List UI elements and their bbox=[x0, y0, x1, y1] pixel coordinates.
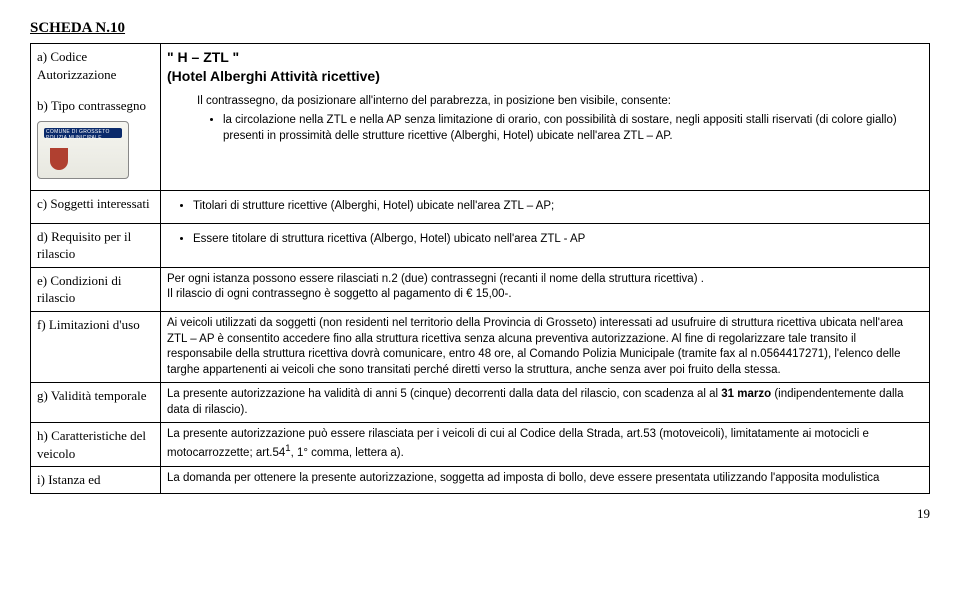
row-f: f) Limitazioni d'uso Ai veicoli utilizza… bbox=[31, 312, 930, 383]
gap-row bbox=[31, 152, 930, 191]
label-d: d) Requisito per il rilascio bbox=[37, 228, 154, 263]
label-c: c) Soggetti interessati bbox=[37, 195, 154, 213]
row-c: c) Soggetti interessati Titolari di stru… bbox=[31, 191, 930, 224]
bullet-d: Essere titolare di struttura ricettiva (… bbox=[193, 232, 923, 248]
h-b: , 1° comma, lettera a). bbox=[291, 446, 404, 458]
row-i: i) Istanza ed La domanda per ottenere la… bbox=[31, 467, 930, 494]
scheda-title: SCHEDA N.10 bbox=[30, 20, 930, 37]
e-line2: Il rilascio di ogni contrassegno è sogge… bbox=[167, 287, 923, 303]
intro-b: Il contrassegno, da posizionare all'inte… bbox=[167, 94, 923, 110]
i-text: La domanda per ottenere la presente auto… bbox=[167, 471, 923, 487]
bullet-c: Titolari di strutture ricettive (Albergh… bbox=[193, 199, 923, 215]
label-e: e) Condizioni di rilascio bbox=[37, 272, 154, 307]
row-h: h) Caratteristiche del veicolo La presen… bbox=[31, 423, 930, 467]
title-sub: (Hotel Alberghi Attività ricettive) bbox=[167, 67, 923, 86]
row-e: e) Condizioni di rilascio Per ogni istan… bbox=[31, 267, 930, 311]
label-f: f) Limitazioni d'uso bbox=[37, 316, 154, 334]
title-code: " H – ZTL " bbox=[167, 48, 923, 67]
row-d: d) Requisito per il rilascio Essere tito… bbox=[31, 223, 930, 267]
label-i: i) Istanza ed bbox=[37, 471, 154, 489]
label-h: h) Caratteristiche del veicolo bbox=[37, 427, 154, 462]
label-b: b) Tipo contrassegno bbox=[37, 97, 154, 115]
badge-image: COMUNE DI GROSSETOPOLIZIA MUNICIPALE bbox=[37, 121, 129, 179]
label-g: g) Validità temporale bbox=[37, 387, 154, 405]
g-b: 31 marzo bbox=[721, 388, 771, 400]
f-text: Ai veicoli utilizzati da soggetti (non r… bbox=[167, 316, 923, 378]
label-a: a) Codice Autorizzazione bbox=[37, 48, 154, 83]
e-line1: Per ogni istanza possono essere rilascia… bbox=[167, 272, 923, 288]
row-a: a) Codice Autorizzazione b) Tipo contras… bbox=[31, 44, 930, 153]
page-number: 19 bbox=[30, 506, 930, 522]
row-g: g) Validità temporale La presente autori… bbox=[31, 383, 930, 423]
main-table: a) Codice Autorizzazione b) Tipo contras… bbox=[30, 43, 930, 494]
bullet-b: la circolazione nella ZTL e nella AP sen… bbox=[223, 113, 923, 144]
h-a: La presente autorizzazione può essere ri… bbox=[167, 428, 869, 458]
g-a: La presente autorizzazione ha validità d… bbox=[167, 388, 721, 400]
